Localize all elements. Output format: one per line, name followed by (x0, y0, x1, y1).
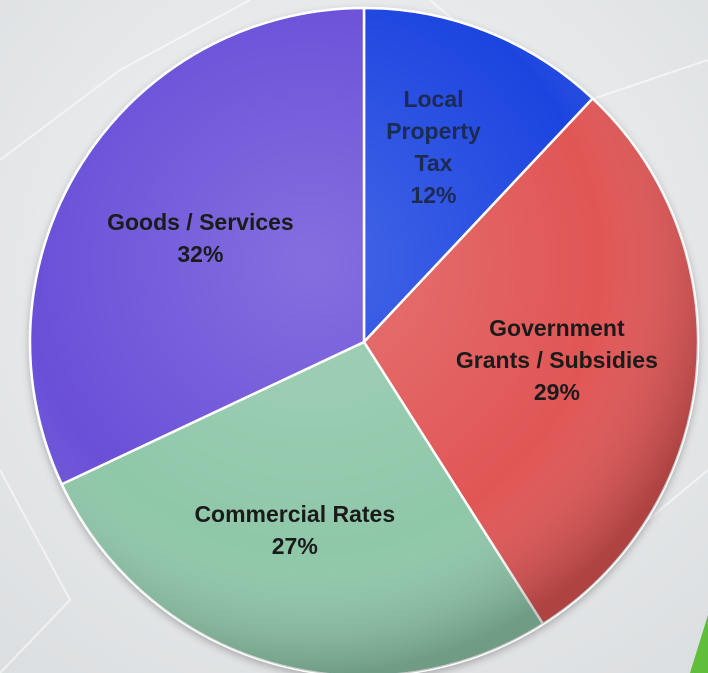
slice-name-line: Commercial Rates (194, 501, 395, 527)
slice-name-line: Property (386, 118, 481, 144)
slice-value-label: 32% (177, 241, 223, 267)
slice-label-goods-services: Goods / Services 32% (107, 209, 294, 267)
slice-value-label: 29% (534, 379, 580, 405)
slice-name-line: Grants / Subsidies (456, 347, 658, 373)
slice-label-government-grants-subsidies: Government Grants / Subsidies 29% (456, 315, 658, 405)
slice-name-line: Local (403, 86, 463, 112)
slice-name-line: Goods / Services (107, 209, 294, 235)
slice-value-label: 27% (272, 533, 318, 559)
slice-name-line: Tax (415, 150, 453, 176)
slice-name-line: Government (489, 315, 625, 341)
slice-value-label: 12% (410, 182, 456, 208)
slice-label-commercial-rates: Commercial Rates 27% (194, 501, 395, 559)
slice-label-local-property-tax: Local Property Tax 12% (386, 86, 481, 208)
